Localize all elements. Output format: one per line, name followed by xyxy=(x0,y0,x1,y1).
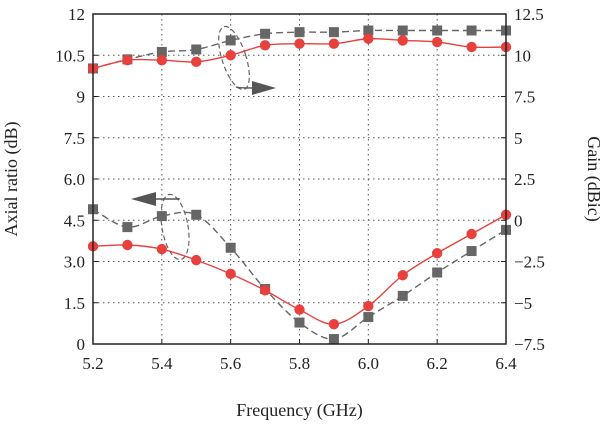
data-point-circle xyxy=(466,228,477,240)
left-y-tick-label: 3.0 xyxy=(64,253,85,272)
axial-ratio-annotation xyxy=(131,192,190,261)
data-point-circle xyxy=(431,248,443,259)
annotation-leader-line xyxy=(154,198,180,200)
right-y-tick-label: 12.5 xyxy=(514,5,544,24)
x-tick-label: 5.6 xyxy=(220,354,241,373)
data-point-circle xyxy=(431,36,443,48)
right-y-tick-label: 7.5 xyxy=(514,88,535,107)
right-y-tick-label: 2.5 xyxy=(514,170,535,189)
annotations xyxy=(131,25,276,261)
left-y-tick-label: 10.5 xyxy=(55,46,85,65)
x-tick-label: 5.8 xyxy=(289,354,310,373)
data-point-square xyxy=(191,209,202,220)
data-point-square xyxy=(363,312,374,323)
data-point-square xyxy=(466,246,477,257)
right-y-tick-label: 5 xyxy=(514,129,523,148)
right-y-tick-label: 0 xyxy=(514,211,523,230)
data-point-circle xyxy=(191,254,202,266)
data-point-square xyxy=(156,211,167,222)
annotation-leader-line xyxy=(235,86,255,89)
data-point-circle xyxy=(259,40,271,51)
left-y-tick-label: 1.5 xyxy=(64,294,85,313)
axis-ticks: 5.2 5.4 5.6 5.8 6.0 6.2 6.4 0 1.5 3.0 4.5 6.0 7.5 9 10… xyxy=(55,5,545,373)
right-arrow-icon xyxy=(252,81,276,95)
data-point-square xyxy=(397,25,408,36)
data-point-circle xyxy=(397,270,408,281)
data-point-square xyxy=(260,28,271,39)
data-point-square xyxy=(432,267,443,278)
x-tick-label: 6.4 xyxy=(495,354,517,373)
right-y-tick-label: −5 xyxy=(514,294,532,313)
data-point-square xyxy=(397,290,408,301)
left-y-tick-label: 6.0 xyxy=(64,170,85,189)
right-y-tick-label: −7.5 xyxy=(514,335,545,354)
data-point-square xyxy=(225,35,236,46)
left-y-tick-label: 7.5 xyxy=(64,129,85,148)
data-point-square xyxy=(225,242,236,253)
data-point-circle xyxy=(328,38,340,49)
data-point-circle xyxy=(363,300,374,312)
x-axis-title: Frequency (GHz) xyxy=(236,400,362,421)
data-point-square xyxy=(122,222,133,233)
x-tick-label: 5.4 xyxy=(151,354,173,373)
data-point-square xyxy=(328,334,339,345)
right-y-tick-label: −2.5 xyxy=(514,253,545,272)
data-point-square xyxy=(191,44,202,55)
data-point-circle xyxy=(294,304,305,315)
left-y-tick-label: 0 xyxy=(77,335,86,354)
data-point-square xyxy=(156,46,167,57)
right-y-axis-title: Gain (dBic) xyxy=(583,136,600,221)
annotation-ellipse xyxy=(218,25,250,91)
data-point-circle xyxy=(156,55,168,66)
data-point-circle xyxy=(191,56,202,68)
data-point-circle xyxy=(122,239,133,251)
data-point-circle xyxy=(259,285,271,296)
data-point-square xyxy=(328,27,339,38)
data-point-circle xyxy=(122,55,133,66)
x-tick-label: 6.2 xyxy=(427,354,448,373)
series-left-circle xyxy=(87,209,512,330)
data-point-square xyxy=(363,25,374,36)
series-right-circle xyxy=(87,33,512,74)
x-tick-label: 5.2 xyxy=(82,354,103,373)
x-tick-label: 6.0 xyxy=(358,354,379,373)
data-point-square xyxy=(294,317,305,328)
data-point-circle xyxy=(397,35,408,46)
data-point-circle xyxy=(363,33,374,44)
data-point-circle xyxy=(294,38,305,49)
data-point-circle xyxy=(225,268,236,280)
data-point-square xyxy=(466,25,477,36)
data-point-circle xyxy=(156,243,168,255)
right-y-tick-label: 10 xyxy=(514,46,531,65)
left-y-tick-label: 4.5 xyxy=(64,211,85,230)
left-y-axis-title: Axial ratio (dB) xyxy=(1,122,22,237)
data-point-square xyxy=(294,27,305,38)
data-point-circle xyxy=(328,319,340,330)
data-point-square xyxy=(432,25,443,36)
left-arrow-icon xyxy=(131,192,156,206)
gain-annotation xyxy=(218,25,276,95)
annotation-ellipse xyxy=(160,193,190,261)
data-point-circle xyxy=(466,41,477,53)
data-point-circle xyxy=(225,50,236,61)
grid-lines xyxy=(93,14,506,344)
left-y-tick-label: 9 xyxy=(77,88,86,107)
left-y-tick-label: 12 xyxy=(68,5,85,24)
